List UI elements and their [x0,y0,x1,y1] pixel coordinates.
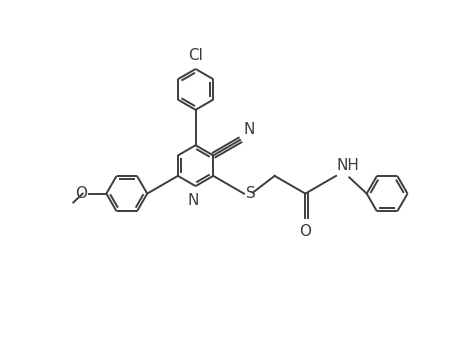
Text: Cl: Cl [188,48,203,63]
Text: O: O [299,224,311,239]
Text: N: N [188,193,199,209]
Text: N: N [244,122,255,137]
Text: O: O [75,186,87,201]
Text: S: S [245,186,255,201]
Text: NH: NH [336,158,359,173]
